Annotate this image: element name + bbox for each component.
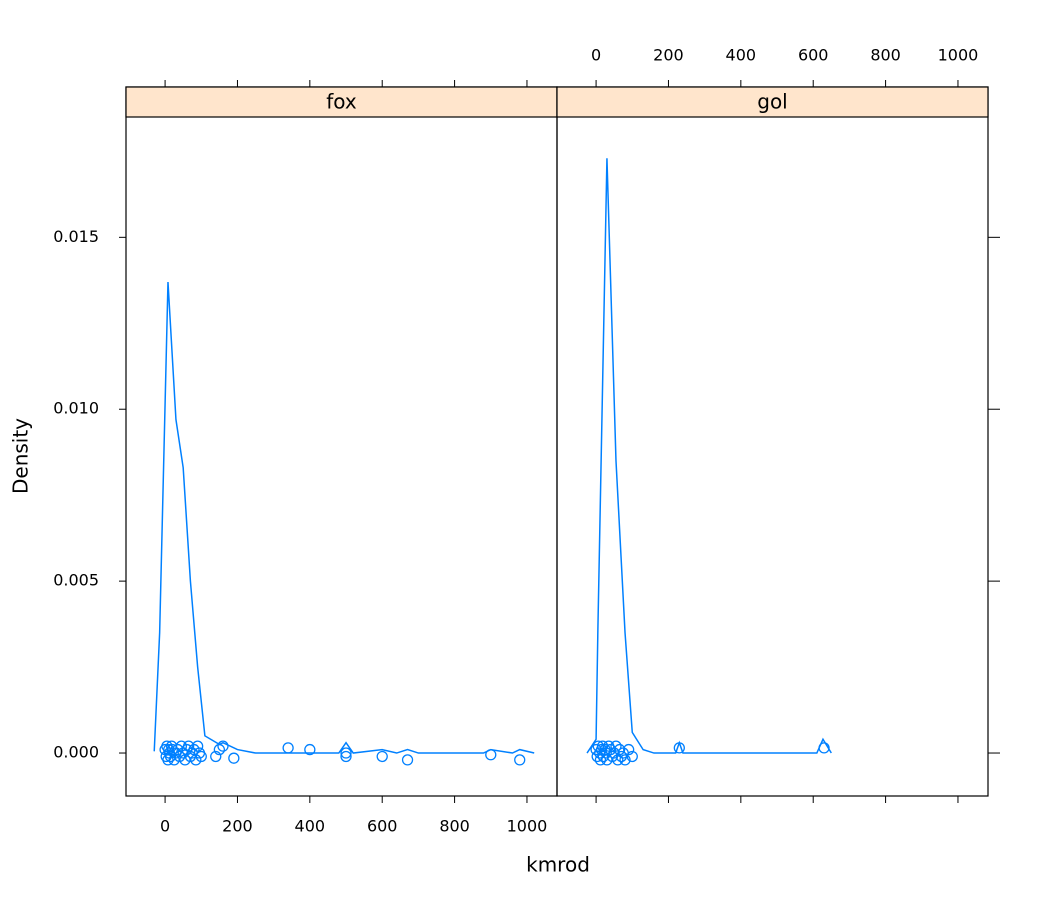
data-point	[228, 752, 240, 764]
data-point	[340, 750, 352, 763]
data-point	[217, 740, 229, 752]
data-point	[626, 750, 638, 763]
data-point	[514, 754, 526, 766]
data-point	[304, 743, 316, 756]
data-point	[623, 743, 635, 756]
data-point	[177, 747, 189, 759]
density-line	[586, 158, 832, 754]
y-tick-label: 0.015	[53, 227, 99, 246]
x-tick-label: 800	[439, 817, 470, 836]
strip-label: fox	[326, 90, 357, 114]
x-tick-label: 0	[160, 817, 170, 836]
strip	[125, 86, 558, 118]
panel-frame	[556, 86, 989, 797]
x-tick-label: 600	[798, 46, 829, 65]
data-point	[818, 742, 830, 754]
x-tick-label: 200	[222, 817, 253, 836]
x-tick-label: 1000	[507, 817, 548, 836]
data-point	[597, 750, 609, 763]
data-point	[195, 750, 207, 763]
panel-frame	[125, 86, 558, 797]
x-tick-label: 200	[653, 46, 684, 65]
data-point	[192, 740, 204, 752]
data-point	[213, 743, 226, 756]
data-point	[610, 740, 622, 752]
x-tick-label: 400	[726, 46, 757, 65]
x-tick-label: 800	[870, 46, 901, 65]
data-point	[376, 750, 388, 763]
strip-label: gol	[757, 90, 788, 114]
data-point	[485, 749, 497, 761]
density-line	[153, 281, 535, 754]
y-axis-title: Density	[9, 418, 33, 494]
data-point	[401, 754, 414, 766]
data-point	[210, 750, 222, 763]
y-tick-label: 0.000	[53, 743, 99, 762]
x-tick-label: 600	[367, 817, 398, 836]
x-axis-title: kmrod	[526, 853, 590, 877]
data-point	[282, 742, 294, 754]
x-tick-label: 1000	[938, 46, 979, 65]
data-point	[673, 742, 685, 754]
x-tick-label: 400	[295, 817, 326, 836]
y-tick-label: 0.005	[53, 571, 99, 590]
strip	[556, 86, 989, 118]
data-point	[613, 743, 626, 756]
x-tick-label: 0	[591, 46, 601, 65]
data-point	[340, 747, 352, 759]
data-point	[619, 754, 631, 766]
y-tick-label: 0.010	[53, 399, 99, 418]
